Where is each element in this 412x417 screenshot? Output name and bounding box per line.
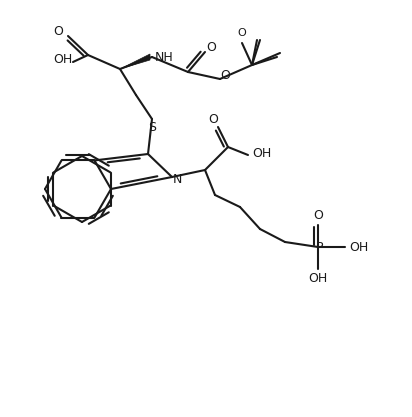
- Text: OH: OH: [308, 272, 328, 286]
- Text: N: N: [172, 173, 182, 186]
- Text: P: P: [316, 241, 324, 254]
- Text: OH: OH: [349, 241, 369, 254]
- Text: O: O: [208, 113, 218, 126]
- Text: OH: OH: [253, 146, 272, 159]
- Text: OH: OH: [54, 53, 73, 65]
- Text: O: O: [53, 25, 63, 38]
- Text: S: S: [148, 121, 156, 133]
- Text: O: O: [313, 208, 323, 221]
- Polygon shape: [120, 54, 150, 69]
- Text: O: O: [206, 40, 216, 53]
- Text: NH: NH: [154, 50, 173, 63]
- Text: O: O: [238, 28, 246, 38]
- Text: O: O: [220, 68, 230, 81]
